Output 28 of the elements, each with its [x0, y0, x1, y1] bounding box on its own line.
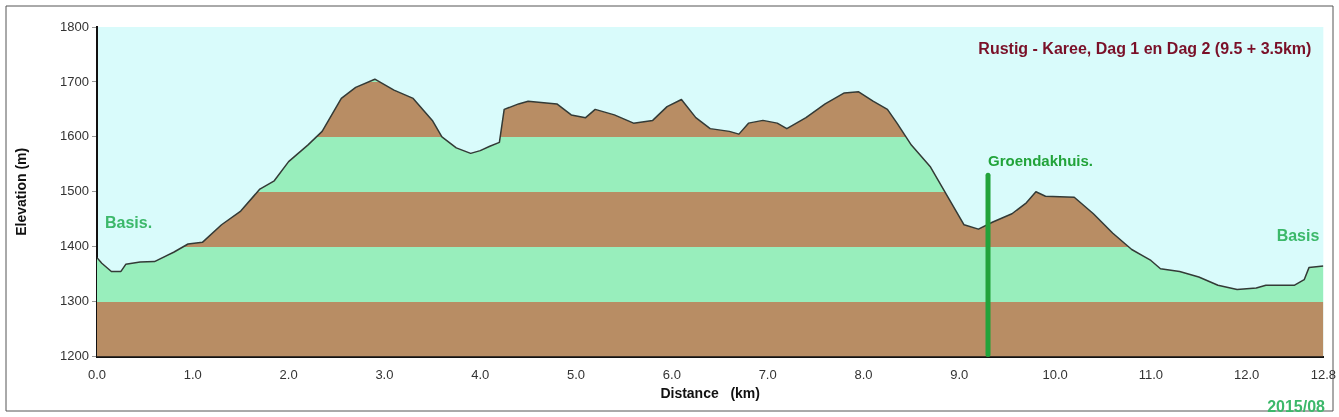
- annotation: Basis: [1276, 226, 1320, 244]
- x-tick-label: 11.0: [1138, 366, 1164, 382]
- ref-line-label: Groendakhuis.: [988, 151, 1094, 169]
- x-tick-label: 9.0: [950, 366, 969, 382]
- annotation: Basis.: [105, 213, 153, 231]
- x-tick-label: 5.0: [567, 366, 586, 382]
- y-tick-label: 1500: [60, 183, 89, 199]
- y-tick-label: 1700: [60, 73, 89, 89]
- y-axis-title: Elevation (m): [13, 147, 30, 236]
- x-axis-title: Distance (km): [660, 385, 760, 402]
- x-tick-label: 12.0: [1234, 366, 1260, 382]
- x-tick-label: 4.0: [471, 366, 490, 382]
- text: Rustig - Karee, Dag 1 en Dag 2 (9.5 + 3.5km): [978, 40, 1312, 58]
- x-tick-label: 12.8: [1310, 366, 1337, 382]
- y-tick-label: 1200: [60, 348, 89, 364]
- text: 2015/08: [1267, 398, 1326, 416]
- y-tick-label: 1300: [60, 293, 89, 309]
- x-tick-label: 8.0: [854, 366, 873, 382]
- y-tick-label: 1400: [60, 238, 89, 254]
- x-tick-label: 6.0: [662, 366, 681, 382]
- x-tick-label: 0.0: [87, 366, 107, 382]
- x-tick-label: 2.0: [279, 366, 298, 382]
- x-tick-label: 10.0: [1042, 366, 1068, 382]
- x-tick-label: 3.0: [375, 366, 394, 382]
- x-tick-label: 1.0: [183, 366, 202, 382]
- x-tick-label: 7.0: [758, 366, 777, 382]
- y-tick-label: 1600: [60, 128, 89, 144]
- y-tick-label: 1800: [60, 18, 89, 34]
